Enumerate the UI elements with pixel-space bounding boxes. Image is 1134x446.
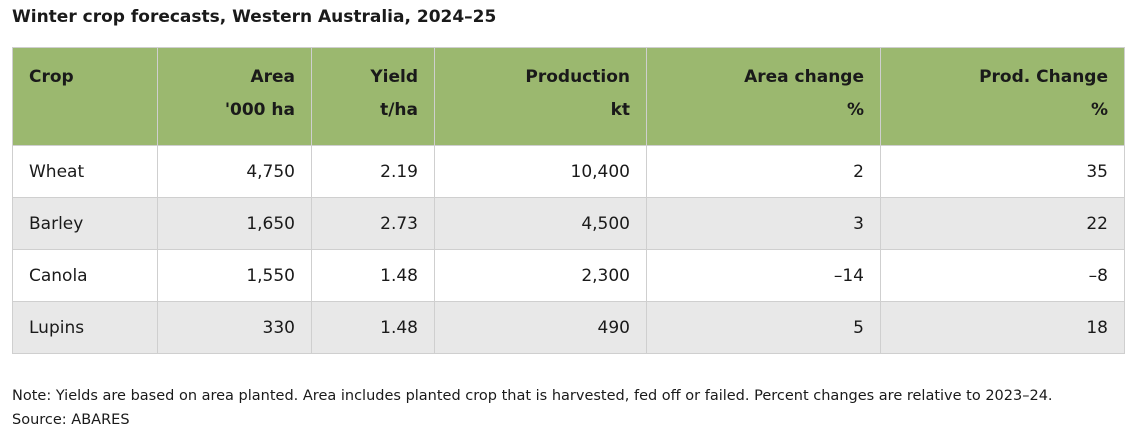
table-row: Lupins 330 1.48 490 5 18 [12, 301, 1125, 354]
cell-yield: 2.19 [311, 145, 435, 198]
crop-forecast-table: Crop Area '000 ha Yield t/ha Production … [12, 47, 1125, 354]
cell-prod-change: 35 [880, 145, 1125, 198]
cell-yield: 2.73 [311, 197, 435, 250]
cell-area-change: 2 [646, 145, 881, 198]
cell-yield: 1.48 [311, 301, 435, 354]
col-header-label: Crop [29, 67, 74, 87]
col-header-unit: % [1090, 100, 1108, 120]
cell-yield: 1.48 [311, 249, 435, 302]
cell-area: 4,750 [157, 145, 312, 198]
header-row: Crop Area '000 ha Yield t/ha Production … [12, 47, 1125, 146]
cell-area-change: –14 [646, 249, 881, 302]
col-header-label: Area change [744, 67, 864, 87]
col-header-crop: Crop [12, 47, 158, 146]
cell-crop: Canola [12, 249, 158, 302]
cell-production: 10,400 [434, 145, 647, 198]
col-header-unit: t/ha [380, 100, 418, 120]
col-header-area: Area '000 ha [157, 47, 312, 146]
cell-prod-change: –8 [880, 249, 1125, 302]
col-header-yield: Yield t/ha [311, 47, 435, 146]
table-title: Winter crop forecasts, Western Australia… [12, 7, 497, 27]
cell-area-change: 3 [646, 197, 881, 250]
cell-area: 1,650 [157, 197, 312, 250]
table-row: Wheat 4,750 2.19 10,400 2 35 [12, 145, 1125, 198]
footnote: Note: Yields are based on area planted. … [12, 384, 1053, 432]
cell-crop: Barley [12, 197, 158, 250]
table-row: Canola 1,550 1.48 2,300 –14 –8 [12, 249, 1125, 302]
col-header-production: Production kt [434, 47, 647, 146]
col-header-unit: % [846, 100, 864, 120]
cell-production: 490 [434, 301, 647, 354]
footnote-note: Note: Yields are based on area planted. … [12, 388, 1053, 404]
col-header-label: Area [250, 67, 295, 87]
cell-crop: Wheat [12, 145, 158, 198]
col-header-label: Production [525, 67, 630, 87]
col-header-label: Prod. Change [979, 67, 1108, 87]
col-header-prod-change: Prod. Change % [880, 47, 1125, 146]
cell-prod-change: 18 [880, 301, 1125, 354]
cell-area: 330 [157, 301, 312, 354]
cell-production: 4,500 [434, 197, 647, 250]
footnote-source: Source: ABARES [12, 412, 130, 428]
cell-production: 2,300 [434, 249, 647, 302]
col-header-label: Yield [370, 67, 418, 87]
table-row: Barley 1,650 2.73 4,500 3 22 [12, 197, 1125, 250]
col-header-unit: '000 ha [224, 100, 295, 120]
cell-area-change: 5 [646, 301, 881, 354]
col-header-area-change: Area change % [646, 47, 881, 146]
cell-prod-change: 22 [880, 197, 1125, 250]
col-header-unit: kt [610, 100, 630, 120]
cell-crop: Lupins [12, 301, 158, 354]
cell-area: 1,550 [157, 249, 312, 302]
